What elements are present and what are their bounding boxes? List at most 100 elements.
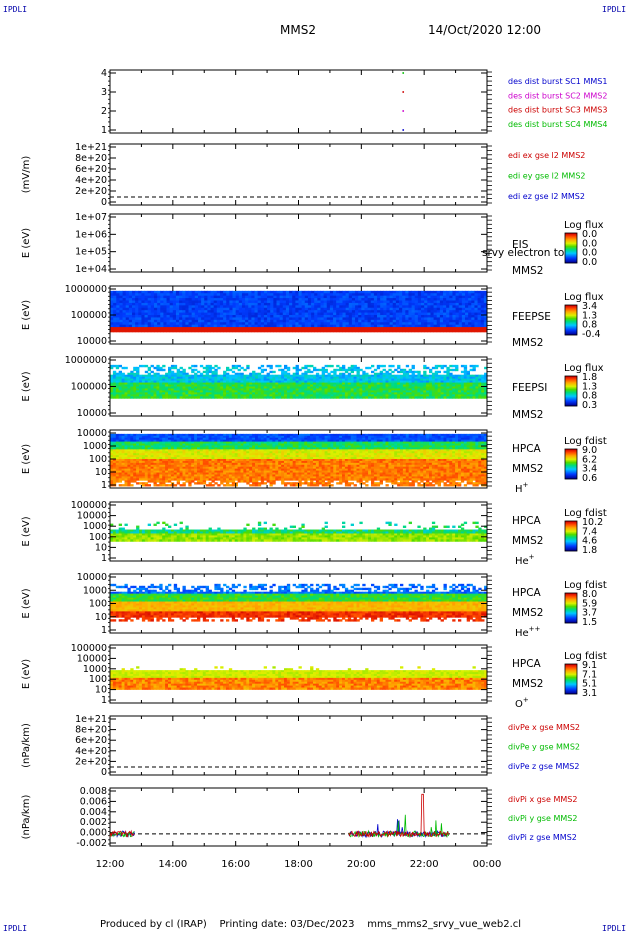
spectrogram-cell (255, 378, 259, 381)
spectrogram-cell (165, 470, 169, 473)
spectrogram-cell (458, 322, 463, 326)
spectrogram-cell (127, 478, 131, 481)
spectrogram-cell (185, 312, 189, 316)
spectrogram-cell (238, 302, 243, 306)
spectrogram-cell (238, 322, 243, 326)
spectrogram-cell (273, 322, 277, 326)
spectrogram-cell (251, 322, 255, 326)
spectrogram-cell (232, 300, 237, 304)
spectrogram-cell (229, 319, 233, 323)
spectrogram-cell (411, 307, 416, 311)
spectrogram-cell (131, 319, 136, 323)
spectrogram-cell (194, 394, 198, 397)
spectrogram-cell (367, 300, 372, 304)
spectrogram-cell (170, 449, 175, 452)
spectrogram-cell (424, 315, 428, 318)
spectrogram-cell (118, 476, 122, 479)
spectrogram-cell (226, 380, 230, 383)
spectrogram-cell (301, 295, 306, 299)
spectrogram-cell (446, 368, 450, 372)
spectrogram-cell (147, 394, 151, 397)
spectrogram-cell (449, 396, 453, 399)
spectrogram-cell (272, 394, 276, 397)
spectrogram-cell (153, 378, 157, 381)
spectrogram-cell (285, 329, 290, 333)
spectrogram-cell (110, 482, 114, 485)
spectrogram-cell (139, 470, 143, 473)
spectrogram-cell (141, 384, 146, 387)
spectrogram-cell (165, 472, 169, 475)
spectrogram-cell (440, 384, 444, 387)
spectrogram-cell (430, 312, 434, 316)
spectrogram-cell (163, 324, 167, 328)
spectrogram-cell (339, 290, 343, 294)
spectrogram-cell (388, 392, 392, 395)
spectrogram-cell (282, 324, 287, 328)
spectrogram-cell (326, 319, 331, 323)
spectrogram-cell (201, 322, 205, 326)
spectrogram-cell (295, 315, 299, 318)
spectrogram-cell (469, 364, 473, 368)
spectrogram-cell (124, 394, 128, 397)
spectrogram-cell (399, 312, 403, 316)
spectrogram-cell (364, 312, 369, 316)
spectrogram-cell (286, 392, 291, 395)
panel-feepsi (108, 356, 578, 417)
spectrogram-cell (342, 380, 346, 383)
spectrogram-cell (194, 364, 198, 368)
spectrogram-cell (324, 392, 328, 395)
spectrogram-cell (191, 322, 196, 326)
spectrogram-cell (361, 310, 365, 313)
spectrogram-cell (116, 295, 120, 299)
spectrogram-cell (452, 394, 456, 397)
spectrogram-cell (176, 390, 180, 393)
spectrogram-cell (191, 386, 195, 389)
spectrogram-cell (449, 302, 453, 306)
colorbar-segment (565, 327, 577, 329)
spectrogram-cell (446, 295, 450, 299)
spectrogram-cell (431, 390, 436, 393)
spectrogram-cell (185, 329, 189, 333)
spectrogram-cell (463, 394, 468, 397)
spectrogram-cell (292, 315, 296, 318)
spectrogram-cell (144, 439, 149, 442)
spectrogram-cell (118, 466, 122, 470)
spectrogram-cell (286, 386, 291, 389)
spectrogram-cell (112, 466, 117, 470)
spectrogram-cell (279, 329, 284, 333)
spectrogram-cell (463, 368, 468, 372)
spectrogram-cell (285, 327, 290, 330)
spectrogram-cell (426, 392, 430, 395)
spectrogram-cell (139, 392, 143, 395)
spectrogram-cell (216, 310, 221, 313)
spectrogram-cell (342, 374, 346, 378)
spectrogram-cell (133, 474, 137, 477)
spectrogram-cell (333, 396, 337, 399)
spectrogram-cell (373, 312, 378, 316)
colorbar-segment (565, 241, 577, 243)
spectrogram-cell (119, 300, 123, 304)
spectrogram-cell (141, 319, 145, 323)
spectrogram-cell (115, 451, 120, 454)
spectrogram-cell (159, 439, 163, 442)
spectrogram-cell (465, 310, 469, 313)
spectrogram-cell (121, 378, 125, 381)
spectrogram-cell (266, 390, 270, 393)
spectrogram-cell (417, 372, 421, 376)
spectrogram-cell (270, 317, 274, 321)
spectrogram-cell (243, 368, 247, 372)
spectrogram-cell (386, 327, 391, 330)
spectrogram-cell (344, 394, 349, 397)
spectrogram-cell (285, 295, 290, 299)
colorbar-segment (565, 395, 577, 397)
spectrogram-cell (238, 300, 243, 304)
spectrogram-cell (295, 302, 299, 306)
spectrogram-cell (172, 322, 177, 326)
spectrogram-cell (127, 449, 131, 452)
colorbar-segment (565, 321, 577, 323)
spectrogram-cell (307, 290, 312, 294)
spectrogram-cell (194, 384, 198, 387)
spectrogram-cell (276, 312, 281, 316)
spectrogram-cell (362, 378, 366, 381)
spectrogram-cell (474, 305, 478, 309)
